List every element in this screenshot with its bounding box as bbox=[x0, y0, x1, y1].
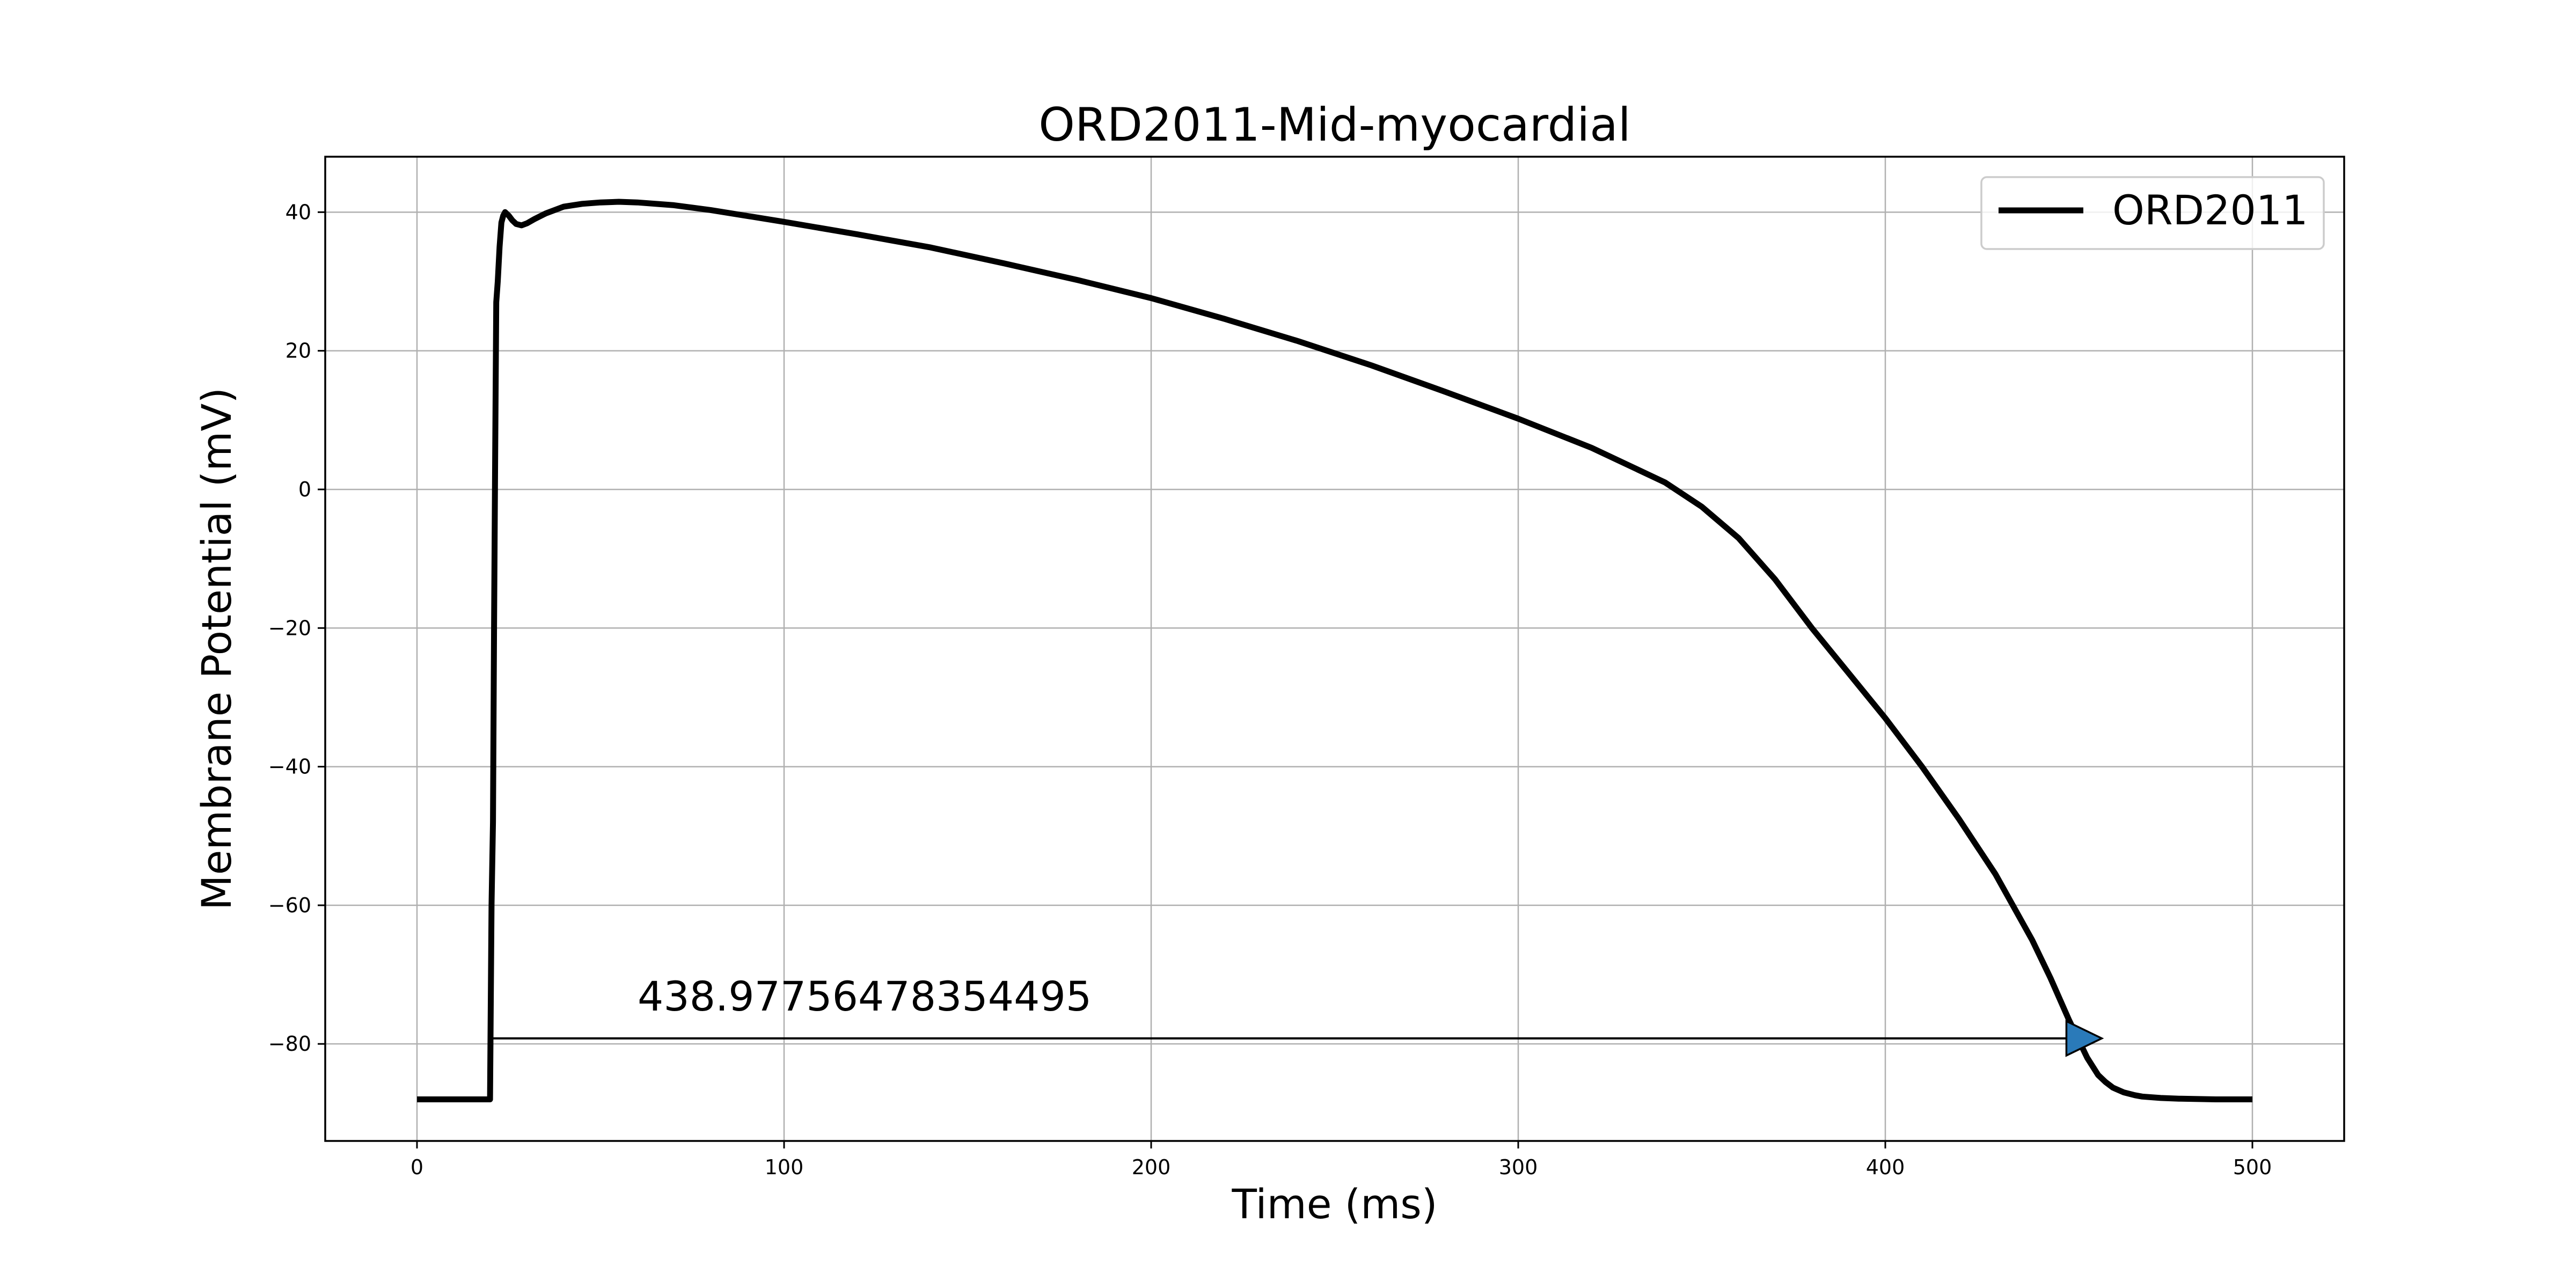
x-tick-label: 400 bbox=[1866, 1155, 1905, 1179]
x-tick-label: 500 bbox=[2233, 1155, 2272, 1179]
annotation-arrow-head bbox=[2065, 1020, 2104, 1057]
y-tick-label: 0 bbox=[298, 478, 311, 501]
legend: ORD2011 bbox=[1980, 176, 2325, 250]
y-axis-label: Membrane Potential (mV) bbox=[193, 387, 240, 910]
chart-title: ORD2011-Mid-myocardial bbox=[1038, 98, 1630, 152]
annotation-label: 438.97756478354495 bbox=[638, 972, 1092, 1020]
x-tick-label: 0 bbox=[411, 1155, 423, 1179]
plot-data bbox=[417, 199, 2252, 1102]
axes-frame bbox=[324, 156, 2345, 1142]
x-tick-label: 300 bbox=[1499, 1155, 1538, 1179]
y-tick-label: 20 bbox=[286, 339, 311, 363]
x-tick-label: 200 bbox=[1132, 1155, 1171, 1179]
legend-label-ord2011: ORD2011 bbox=[2112, 186, 2308, 234]
annotation: 438.97756478354495 bbox=[490, 972, 2104, 1057]
y-tick-label: −80 bbox=[268, 1032, 311, 1056]
y-tick-label: −40 bbox=[268, 755, 311, 779]
y-tick-label: 40 bbox=[286, 200, 311, 224]
x-axis-label: Time (ms) bbox=[1231, 1180, 1437, 1228]
grid bbox=[325, 157, 2344, 1141]
y-tick-label: −60 bbox=[268, 894, 311, 917]
legend-box bbox=[1980, 176, 2325, 250]
ticks: 0 100 200 300 400 500 −80 −60 −40 −20 0 20 40 bbox=[268, 200, 2272, 1179]
series-line-ord2011 bbox=[417, 199, 2252, 1102]
x-tick-label: 100 bbox=[765, 1155, 804, 1179]
y-tick-label: −20 bbox=[268, 616, 311, 640]
